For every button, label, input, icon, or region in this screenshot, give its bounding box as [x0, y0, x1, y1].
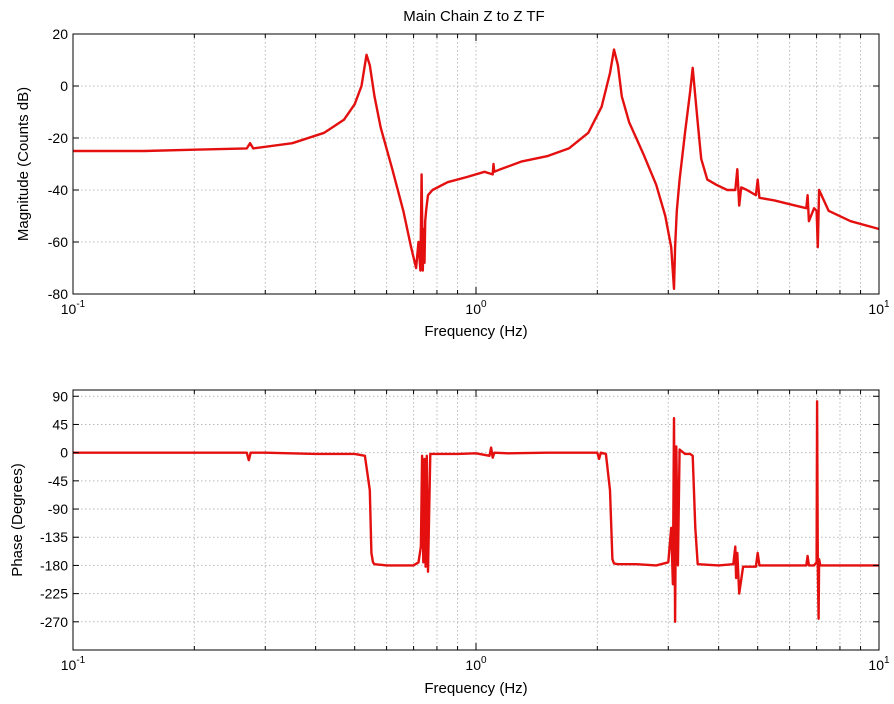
phase-series-line	[73, 400, 879, 623]
phase-x-tick-label: 101	[868, 655, 890, 673]
phase-y-tick-label: -270	[40, 614, 68, 630]
phase-x-tick-label: 10-1	[61, 655, 86, 673]
phase-y-tick-label: -45	[48, 473, 68, 489]
chart-title: Main Chain Z to Z TF	[403, 8, 544, 25]
phase-axes: 90 45 0 -45 -90 -135 -180 -225 -270 10-1 100 101 Fr…	[9, 388, 890, 697]
magnitude-y-tick-label: 20	[52, 26, 68, 42]
magnitude-y-tick-label: 0	[60, 78, 68, 94]
phase-ticks: 90 45 0 -45 -90 -135 -180 -225 -270 10-1 100 101	[40, 388, 890, 673]
phase-y-axis-label: Phase (Degrees)	[9, 463, 26, 576]
phase-x-tick-label: 100	[465, 655, 487, 673]
phase-y-tick-label: 90	[52, 388, 68, 404]
phase-y-tick-label: 45	[52, 416, 68, 432]
magnitude-x-tick-label: 10-1	[61, 299, 86, 317]
magnitude-y-tick-label: -40	[48, 182, 68, 198]
phase-plot-area	[73, 400, 879, 623]
magnitude-series-line	[73, 48, 880, 290]
magnitude-y-tick-label: -20	[48, 130, 68, 146]
phase-grid	[73, 390, 879, 650]
magnitude-x-tick-label: 101	[868, 299, 890, 317]
phase-y-tick-label: -90	[48, 501, 68, 517]
phase-y-tick-label: -180	[40, 557, 68, 573]
magnitude-y-tick-label: -60	[48, 234, 68, 250]
phase-x-axis-label: Frequency (Hz)	[424, 680, 527, 697]
phase-y-tick-label: -135	[40, 529, 68, 545]
magnitude-plot-area	[73, 48, 880, 290]
magnitude-grid	[73, 34, 879, 294]
magnitude-y-axis-label: Magnitude (Counts dB)	[15, 87, 32, 241]
magnitude-x-axis-label: Frequency (Hz)	[424, 323, 527, 340]
magnitude-y-tick-label: -80	[48, 286, 68, 302]
phase-y-tick-label: -225	[40, 586, 68, 602]
phase-y-tick-label: 0	[60, 445, 68, 461]
magnitude-x-tick-label: 100	[465, 299, 487, 317]
